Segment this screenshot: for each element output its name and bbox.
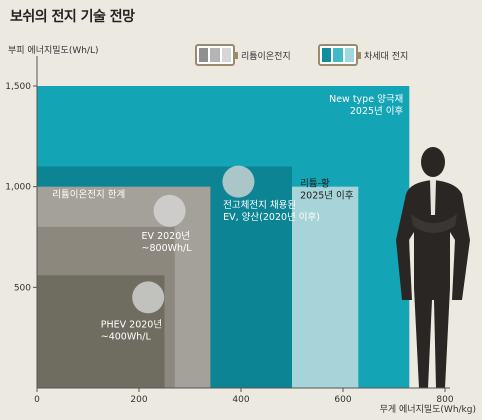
person-silhouette: [396, 147, 470, 388]
label-lithium-ion-limit: 리튬이온전지 한계: [52, 189, 125, 201]
battery-cell: [344, 48, 354, 62]
battery-icon: [195, 44, 238, 66]
label-ev-2020: EV 2020년 ~800Wh/L: [142, 231, 193, 254]
x-tick-label: 400: [232, 395, 249, 405]
x-tick-label: 800: [436, 395, 453, 405]
legend-label: 리튬이온전지: [241, 51, 291, 62]
label-new-type-cathode: New type 양극재 2025년 이후: [329, 94, 403, 117]
legend-label: 차세대 전지: [364, 51, 409, 62]
y-tick-label: 1,000: [5, 183, 31, 193]
chart-title: 보쉬의 전지 기술 전망: [10, 9, 135, 25]
region-lithium-sulfur: [292, 186, 359, 388]
legend-next-gen: 차세대 전지: [318, 44, 408, 66]
label-lithium-sulfur: 리튬-황 2025년 이후: [300, 179, 354, 202]
marker-circle: [153, 194, 186, 227]
battery-cell: [199, 48, 209, 62]
y-axis-label: 부피 에너지밀도(Wh/L): [8, 46, 99, 56]
label-phev-2020: PHEV 2020년 ~400Wh/L: [101, 320, 162, 343]
x-tick-label: 0: [34, 395, 40, 405]
x-axis-label: 무게 에너지밀도(Wh/kg): [379, 405, 476, 415]
battery-cell: [322, 48, 332, 62]
battery-icon: [318, 44, 361, 66]
battery-cell: [333, 48, 343, 62]
x-tick-label: 200: [130, 395, 147, 405]
battery-cell: [210, 48, 220, 62]
x-tick-label: 600: [334, 395, 351, 405]
marker-circle: [132, 281, 165, 314]
battery-cell: [221, 48, 231, 62]
legend-lithium-ion: 리튬이온전지: [195, 44, 291, 66]
label-solid-state-ev: 전고체전지 채용된 EV, 양산(2020년 이후): [223, 199, 320, 223]
y-tick-label: 500: [14, 283, 31, 293]
marker-circle: [222, 165, 255, 198]
y-tick-label: 1,500: [5, 82, 31, 92]
